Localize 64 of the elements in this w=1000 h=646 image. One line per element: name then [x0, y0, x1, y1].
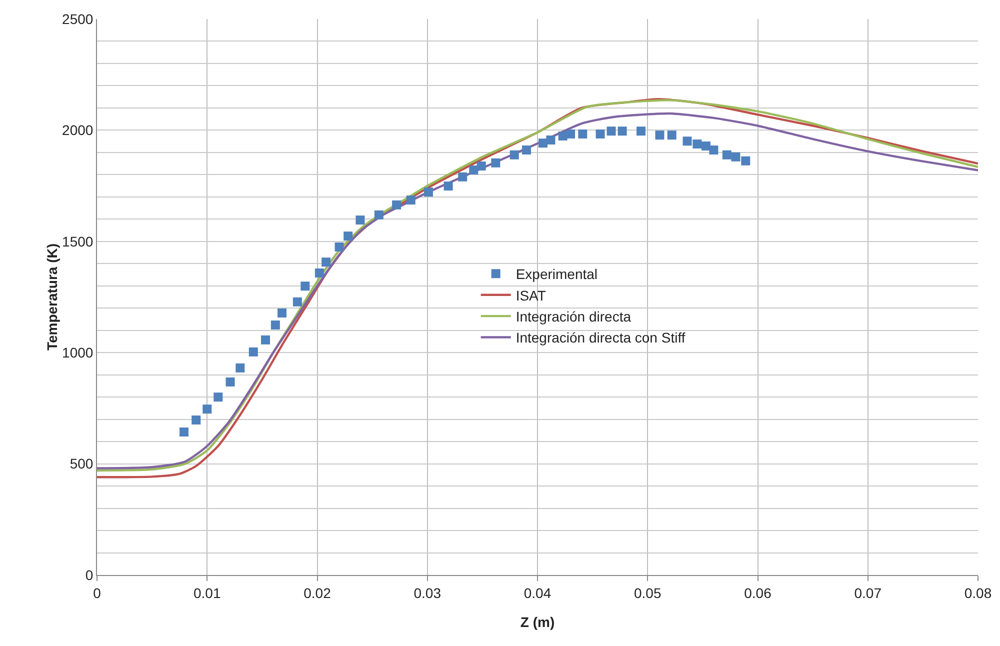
point	[618, 126, 627, 136]
point	[374, 210, 384, 220]
y-axis-title: Temperatura (K)	[44, 243, 60, 351]
point	[606, 126, 616, 136]
point	[692, 139, 702, 148]
point	[344, 232, 353, 241]
point	[709, 145, 718, 154]
legend-label: Experimental	[516, 266, 598, 282]
point	[566, 129, 576, 138]
x-axis-title: Z (m)	[520, 614, 555, 630]
point	[476, 162, 486, 171]
point	[192, 415, 201, 424]
point	[444, 182, 453, 191]
point	[578, 129, 588, 138]
point	[248, 347, 258, 356]
point	[180, 428, 188, 436]
point	[682, 136, 692, 146]
point	[596, 129, 605, 138]
x-tick-label: 0.08	[964, 584, 992, 601]
point	[522, 145, 531, 154]
x-tick-label: 0.04	[524, 584, 552, 601]
point	[655, 130, 664, 140]
x-tick-label: 0.01	[194, 584, 221, 601]
y-tick-label: 0	[85, 566, 94, 583]
point	[292, 297, 302, 306]
x-tick-label: 0.05	[634, 584, 662, 601]
x-tick-label: 0.07	[854, 584, 882, 601]
point	[667, 130, 676, 140]
y-tick-label: 1500	[62, 233, 94, 250]
x-tick-label: 0.03	[414, 584, 442, 601]
point	[278, 308, 287, 318]
point	[636, 126, 646, 136]
legend-label: Integración directa	[516, 308, 632, 325]
x-tick-label: 0.02	[304, 584, 332, 601]
point	[392, 200, 402, 210]
point	[406, 196, 416, 205]
point	[226, 377, 235, 386]
point	[202, 404, 212, 414]
point	[236, 363, 245, 372]
x-tick-label: 0.06	[744, 584, 772, 601]
legend-label: ISAT	[516, 287, 546, 304]
point	[741, 156, 750, 166]
y-tick-label: 1000	[62, 344, 94, 360]
point	[510, 150, 519, 160]
point	[731, 152, 740, 162]
point	[356, 216, 365, 225]
point	[491, 158, 500, 168]
point	[701, 141, 710, 150]
point	[322, 258, 331, 267]
point	[424, 188, 433, 197]
point	[314, 268, 324, 278]
legend-label: Integración directa con Stiff	[516, 330, 686, 346]
point	[546, 135, 556, 144]
point	[300, 282, 310, 291]
point	[458, 172, 468, 182]
y-tick-label: 500	[70, 456, 94, 472]
y-tick-label: 2000	[62, 122, 94, 138]
y-tick-label: 2500	[62, 10, 94, 27]
point	[214, 392, 223, 402]
point	[260, 335, 270, 344]
point	[722, 150, 732, 160]
point	[334, 242, 344, 252]
point	[469, 166, 478, 175]
point	[270, 320, 280, 330]
